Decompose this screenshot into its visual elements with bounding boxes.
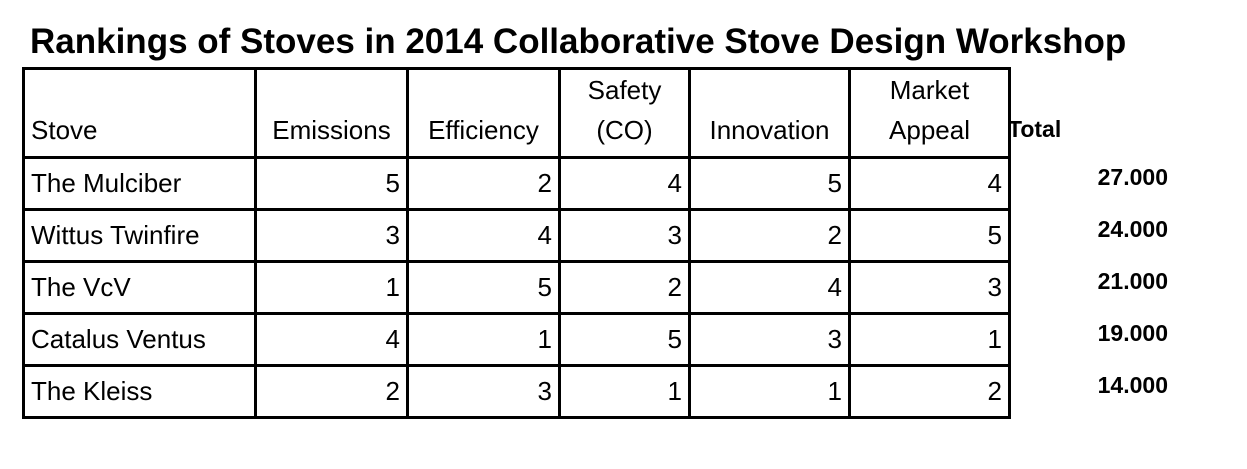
cell-stove: The Mulciber xyxy=(22,156,257,211)
cell-emissions: 2 xyxy=(254,364,409,419)
table-row: The VcV 1 5 2 4 3 xyxy=(22,260,1011,315)
cell-safety: 5 xyxy=(558,312,691,367)
header-total: Total xyxy=(1008,116,1062,142)
cell-total: 21.000 xyxy=(1097,267,1168,294)
table-row: The Mulciber 5 2 4 5 4 xyxy=(22,156,1011,211)
cell-total: 27.000 xyxy=(1097,163,1168,190)
rankings-table: Stove Emissions Efficiency Safety (CO) I… xyxy=(22,67,1011,419)
header-market-line1: Market xyxy=(889,75,970,105)
cell-efficiency: 2 xyxy=(406,156,561,211)
cell-efficiency: 3 xyxy=(406,364,561,419)
totals-column: Total 27.000 24.000 21.000 19.000 14.000 xyxy=(1008,67,1168,411)
cell-innovation: 1 xyxy=(688,364,851,419)
cell-market-appeal: 3 xyxy=(848,260,1011,315)
page-title: Rankings of Stoves in 2014 Collaborative… xyxy=(30,22,1127,61)
cell-total: 14.000 xyxy=(1097,371,1168,398)
table-row: Catalus Ventus 4 1 5 3 1 xyxy=(22,312,1011,367)
cell-safety: 2 xyxy=(558,260,691,315)
cell-market-appeal: 5 xyxy=(848,208,1011,263)
header-innovation: Innovation xyxy=(688,67,851,159)
cell-emissions: 4 xyxy=(254,312,409,367)
header-market-appeal: Market Appeal xyxy=(848,67,1011,159)
header-safety: Safety (CO) xyxy=(558,67,691,159)
header-safety-line2: (CO) xyxy=(596,115,653,145)
cell-total: 24.000 xyxy=(1097,215,1168,242)
header-safety-line1: Safety xyxy=(587,75,662,105)
table-row: The Kleiss 2 3 1 1 2 xyxy=(22,364,1011,419)
cell-market-appeal: 1 xyxy=(848,312,1011,367)
cell-safety: 1 xyxy=(558,364,691,419)
cell-emissions: 5 xyxy=(254,156,409,211)
header-emissions: Emissions xyxy=(254,67,409,159)
cell-innovation: 3 xyxy=(688,312,851,367)
cell-efficiency: 1 xyxy=(406,312,561,367)
cell-market-appeal: 4 xyxy=(848,156,1011,211)
header-row: Stove Emissions Efficiency Safety (CO) I… xyxy=(22,67,1011,159)
cell-market-appeal: 2 xyxy=(848,364,1011,419)
cell-innovation: 4 xyxy=(688,260,851,315)
table-row: Wittus Twinfire 3 4 3 2 5 xyxy=(22,208,1011,263)
header-efficiency: Efficiency xyxy=(406,67,561,159)
cell-safety: 4 xyxy=(558,156,691,211)
cell-stove: The VcV xyxy=(22,260,257,315)
cell-efficiency: 4 xyxy=(406,208,561,263)
cell-efficiency: 5 xyxy=(406,260,561,315)
cell-emissions: 3 xyxy=(254,208,409,263)
cell-stove: Wittus Twinfire xyxy=(22,208,257,263)
cell-total: 19.000 xyxy=(1097,319,1168,346)
cell-stove: The Kleiss xyxy=(22,364,257,419)
header-market-line2: Appeal xyxy=(889,115,970,145)
cell-innovation: 2 xyxy=(688,208,851,263)
header-stove: Stove xyxy=(22,67,257,159)
cell-emissions: 1 xyxy=(254,260,409,315)
cell-innovation: 5 xyxy=(688,156,851,211)
cell-stove: Catalus Ventus xyxy=(22,312,257,367)
cell-safety: 3 xyxy=(558,208,691,263)
